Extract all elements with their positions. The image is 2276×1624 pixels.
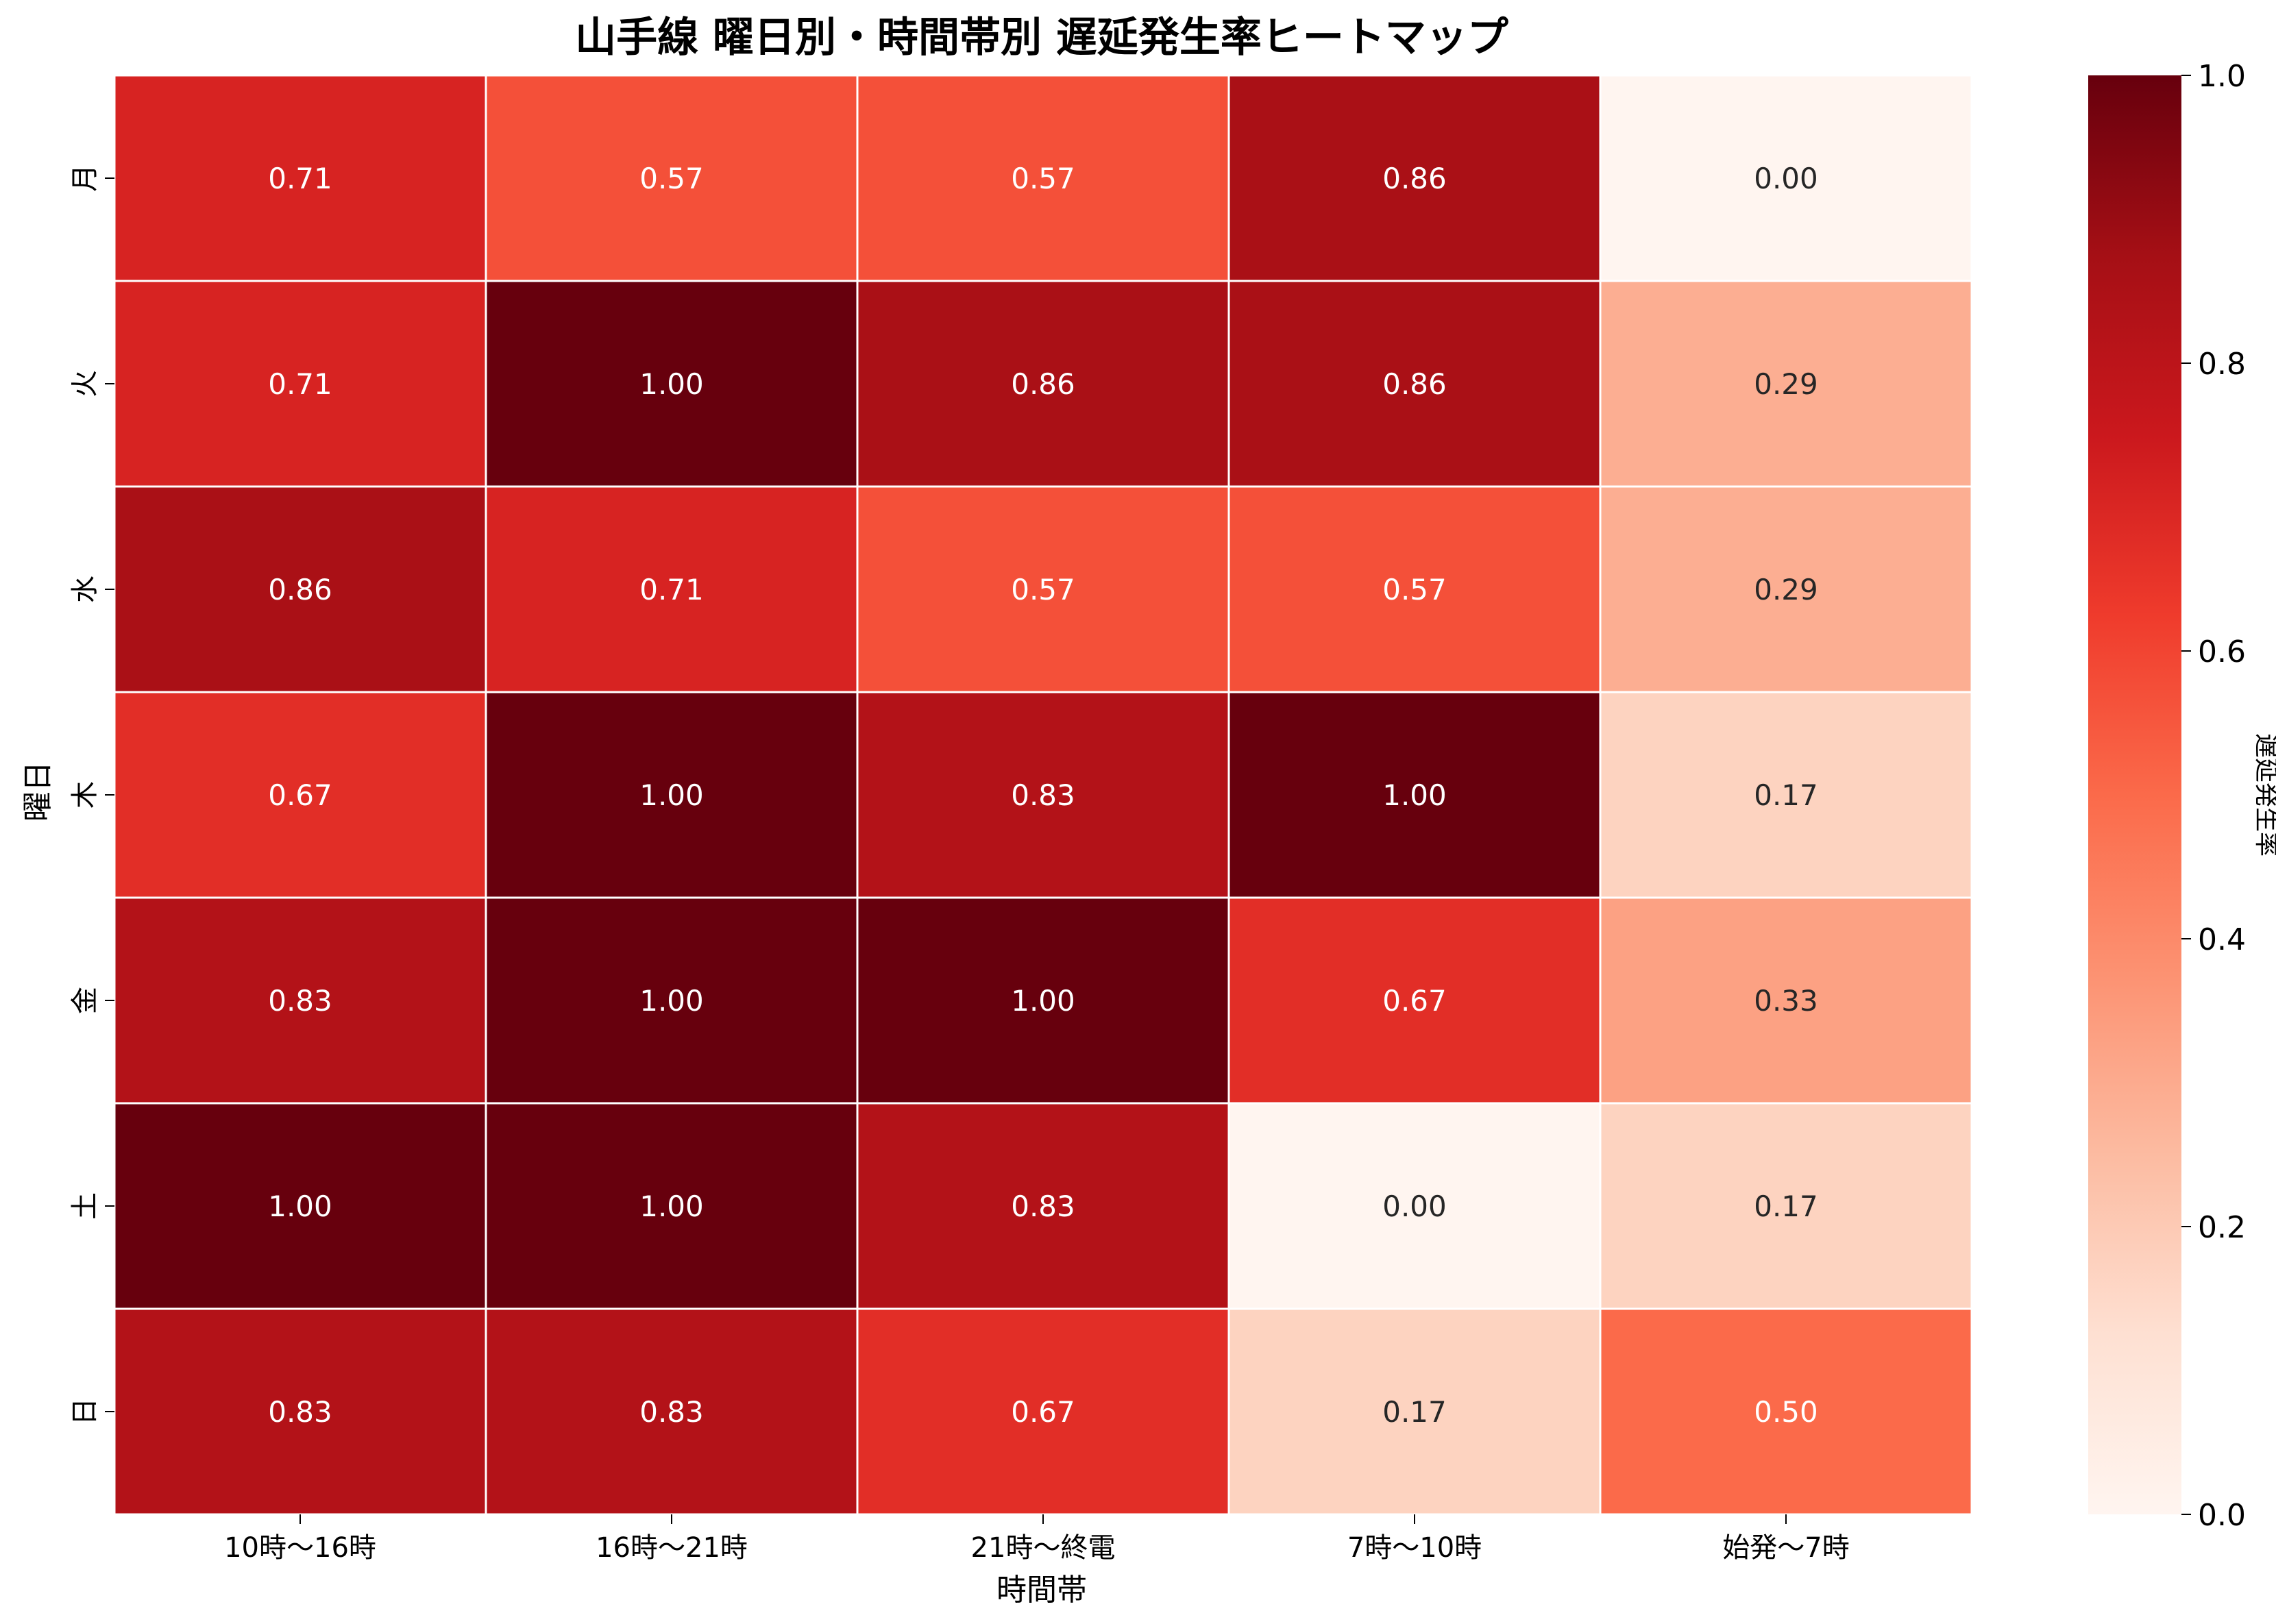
cell-value-label: 1.00	[268, 1190, 332, 1223]
cell-value-label: 0.33	[1754, 984, 1818, 1018]
colorbar-ticks: 0.0 0.2 0.4 0.6 0.8 1.0	[2181, 59, 2246, 1533]
cell-value-label: 0.57	[1011, 573, 1075, 606]
colorbar-tick-label: 0.8	[2198, 347, 2246, 382]
cell-value-label: 0.83	[268, 984, 332, 1018]
colorbar-tick-label: 0.6	[2198, 635, 2246, 669]
cell-value-label: 0.57	[1382, 573, 1447, 606]
colorbar-tick-label: 0.0	[2198, 1498, 2246, 1533]
y-tick-label: 土	[69, 1192, 101, 1220]
cell-value-label: 0.00	[1382, 1190, 1447, 1223]
cell-value-label: 0.71	[268, 162, 332, 195]
x-tick-label: 7時〜10時	[1347, 1532, 1482, 1564]
cell-value-label: 0.17	[1754, 778, 1818, 812]
cell-value-label: 0.86	[1011, 367, 1075, 401]
cell-value-label: 0.71	[268, 367, 332, 401]
x-axis-label: 時間帯	[996, 1573, 1087, 1608]
cell-value-label: 0.50	[1754, 1395, 1818, 1429]
cell-value-label: 1.00	[1011, 984, 1075, 1018]
chart-title: 山手線 曜日別・時間帯別 遅延発生率ヒートマップ	[575, 14, 1508, 62]
colorbar-tick-label: 1.0	[2198, 59, 2246, 94]
cell-value-label: 0.67	[1382, 984, 1447, 1018]
y-tick-label: 日	[69, 1398, 101, 1425]
colorbar-gradient	[2088, 75, 2181, 1514]
cell-value-label: 0.86	[1382, 367, 1447, 401]
cell-value-label: 0.29	[1754, 367, 1818, 401]
cell-value-label: 1.00	[639, 984, 704, 1018]
y-tick-label: 火	[69, 370, 101, 397]
x-axis-ticks: 10時〜16時 16時〜21時 21時〜終電 7時〜10時 始発〜7時	[224, 1514, 1850, 1564]
cell-value-label: 1.00	[1382, 778, 1447, 812]
cell-value-label: 0.83	[1011, 778, 1075, 812]
cell-value-label: 1.00	[639, 778, 704, 812]
colorbar-label: 遅延発生率	[2252, 733, 2276, 857]
y-axis-label: 曜日	[21, 761, 56, 822]
y-tick-label: 木	[69, 781, 101, 809]
cell-value-label: 0.67	[1011, 1395, 1075, 1429]
cell-value-label: 0.57	[639, 162, 704, 195]
colorbar-tick-label: 0.4	[2198, 922, 2246, 957]
cell-value-label: 0.00	[1754, 162, 1818, 195]
cell-value-label: 0.17	[1754, 1190, 1818, 1223]
cell-value-label: 1.00	[639, 367, 704, 401]
cell-value-label: 1.00	[639, 1190, 704, 1223]
y-tick-label: 水	[69, 576, 101, 603]
cell-value-label: 0.83	[268, 1395, 332, 1429]
cell-value-label: 0.86	[1382, 162, 1447, 195]
x-tick-label: 21時〜終電	[971, 1532, 1116, 1564]
cell-value-label: 0.29	[1754, 573, 1818, 606]
x-tick-label: 16時〜21時	[596, 1532, 748, 1564]
heatmap-cells: 0.71 0.57 0.57 0.86 0.00 0.71 1.00 0.86 0.86 0.29…	[114, 75, 1972, 1514]
cell-value-label: 0.67	[268, 778, 332, 812]
x-tick-label: 始発〜7時	[1722, 1532, 1849, 1564]
cell-value-label: 0.83	[639, 1395, 704, 1429]
cell-value-label: 0.83	[1011, 1190, 1075, 1223]
colorbar-tick-label: 0.2	[2198, 1210, 2246, 1245]
colorbar: 0.0 0.2 0.4 0.6 0.8 1.0 遅延発生率	[2088, 59, 2276, 1533]
cell-value-label: 0.71	[639, 573, 704, 606]
cell-value-label: 0.57	[1011, 162, 1075, 195]
cell-value-label: 0.17	[1382, 1395, 1447, 1429]
y-tick-label: 金	[69, 987, 101, 1014]
x-tick-label: 10時〜16時	[224, 1532, 376, 1564]
cell-value-label: 0.86	[268, 573, 332, 606]
y-tick-label: 月	[69, 164, 101, 192]
